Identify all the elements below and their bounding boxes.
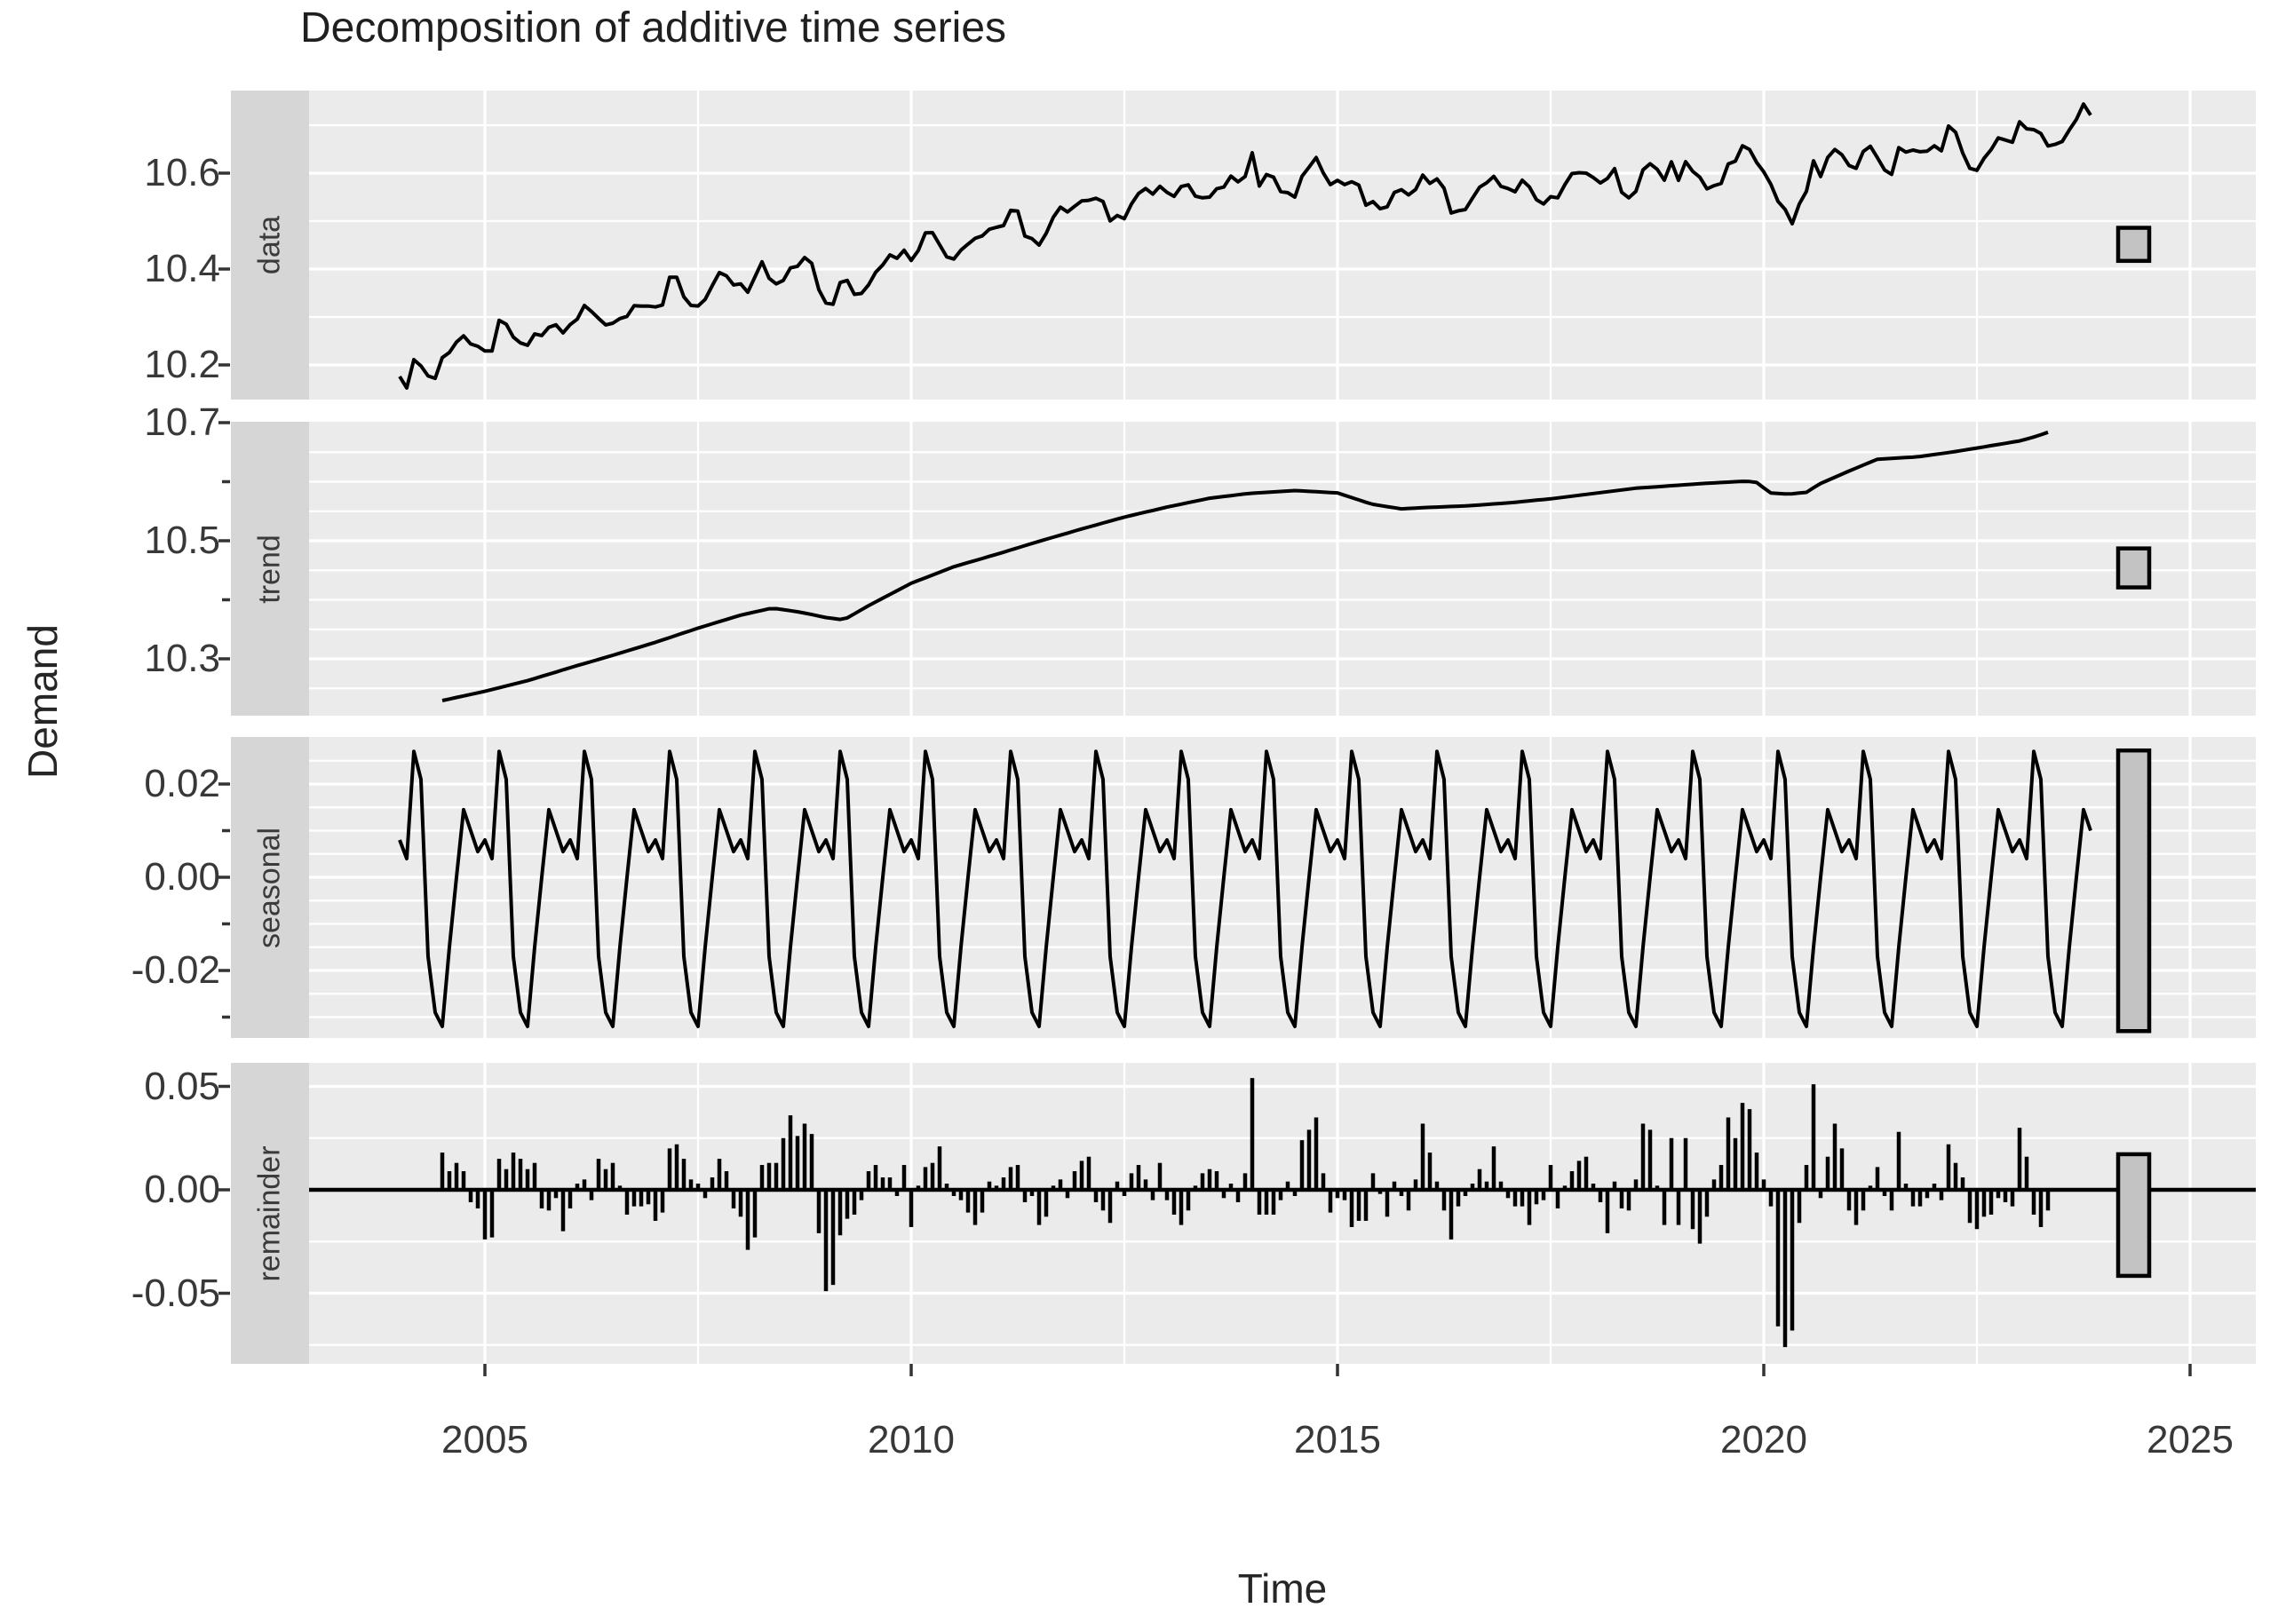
y-tick-label-seasonal: 0.02 — [144, 762, 220, 805]
y-tick-label-trend: 10.3 — [144, 637, 220, 680]
scale-bar-data — [2115, 226, 2152, 264]
x-tick-label: 2025 — [2147, 1418, 2234, 1462]
y-tick-label-trend: 10.7 — [144, 400, 220, 444]
panel-bg-seasonal — [309, 737, 2256, 1038]
y-tick-label-seasonal: 0.00 — [144, 855, 220, 899]
series-seasonal-line — [398, 749, 2092, 1028]
series-data-line — [398, 102, 2092, 390]
panel-bg-data — [309, 91, 2256, 400]
y-tick-label-remainder: 0.05 — [144, 1064, 220, 1108]
strip-label-data: data — [252, 215, 287, 275]
scale-bar-remainder — [2115, 1152, 2152, 1279]
strip-remainder — [231, 1063, 309, 1364]
y-tick-label-seasonal: -0.02 — [131, 948, 220, 992]
chart-title: Decomposition of additive time series — [300, 4, 1007, 51]
x-tick-label: 2005 — [441, 1418, 528, 1462]
x-tick-label: 2010 — [868, 1418, 955, 1462]
y-tick-label-data: 10.4 — [144, 247, 220, 290]
x-tick-label: 2020 — [1720, 1418, 1807, 1462]
strip-trend — [231, 422, 309, 716]
panel-bg-remainder — [309, 1063, 2256, 1364]
scale-bar-trend — [2115, 546, 2152, 590]
y-tick-label-trend: 10.5 — [144, 519, 220, 562]
series-trend-line — [441, 430, 2049, 702]
strip-label-seasonal: seasonal — [252, 827, 287, 948]
strip-data — [231, 91, 309, 400]
strip-label-remainder: remainder — [252, 1145, 287, 1282]
y-axis-label: Demand — [20, 624, 66, 779]
y-tick-label-data: 10.6 — [144, 151, 220, 194]
x-tick-label: 2015 — [1294, 1418, 1381, 1462]
strip-seasonal — [231, 737, 309, 1038]
scale-bar-seasonal — [2115, 748, 2152, 1034]
y-tick-label-data: 10.2 — [144, 343, 220, 386]
y-tick-label-remainder: -0.05 — [131, 1271, 220, 1315]
x-axis-label: Time — [1237, 1565, 1328, 1612]
strip-label-trend: trend — [252, 534, 287, 604]
y-tick-label-remainder: 0.00 — [144, 1168, 220, 1211]
panel-bg-trend — [309, 422, 2256, 716]
